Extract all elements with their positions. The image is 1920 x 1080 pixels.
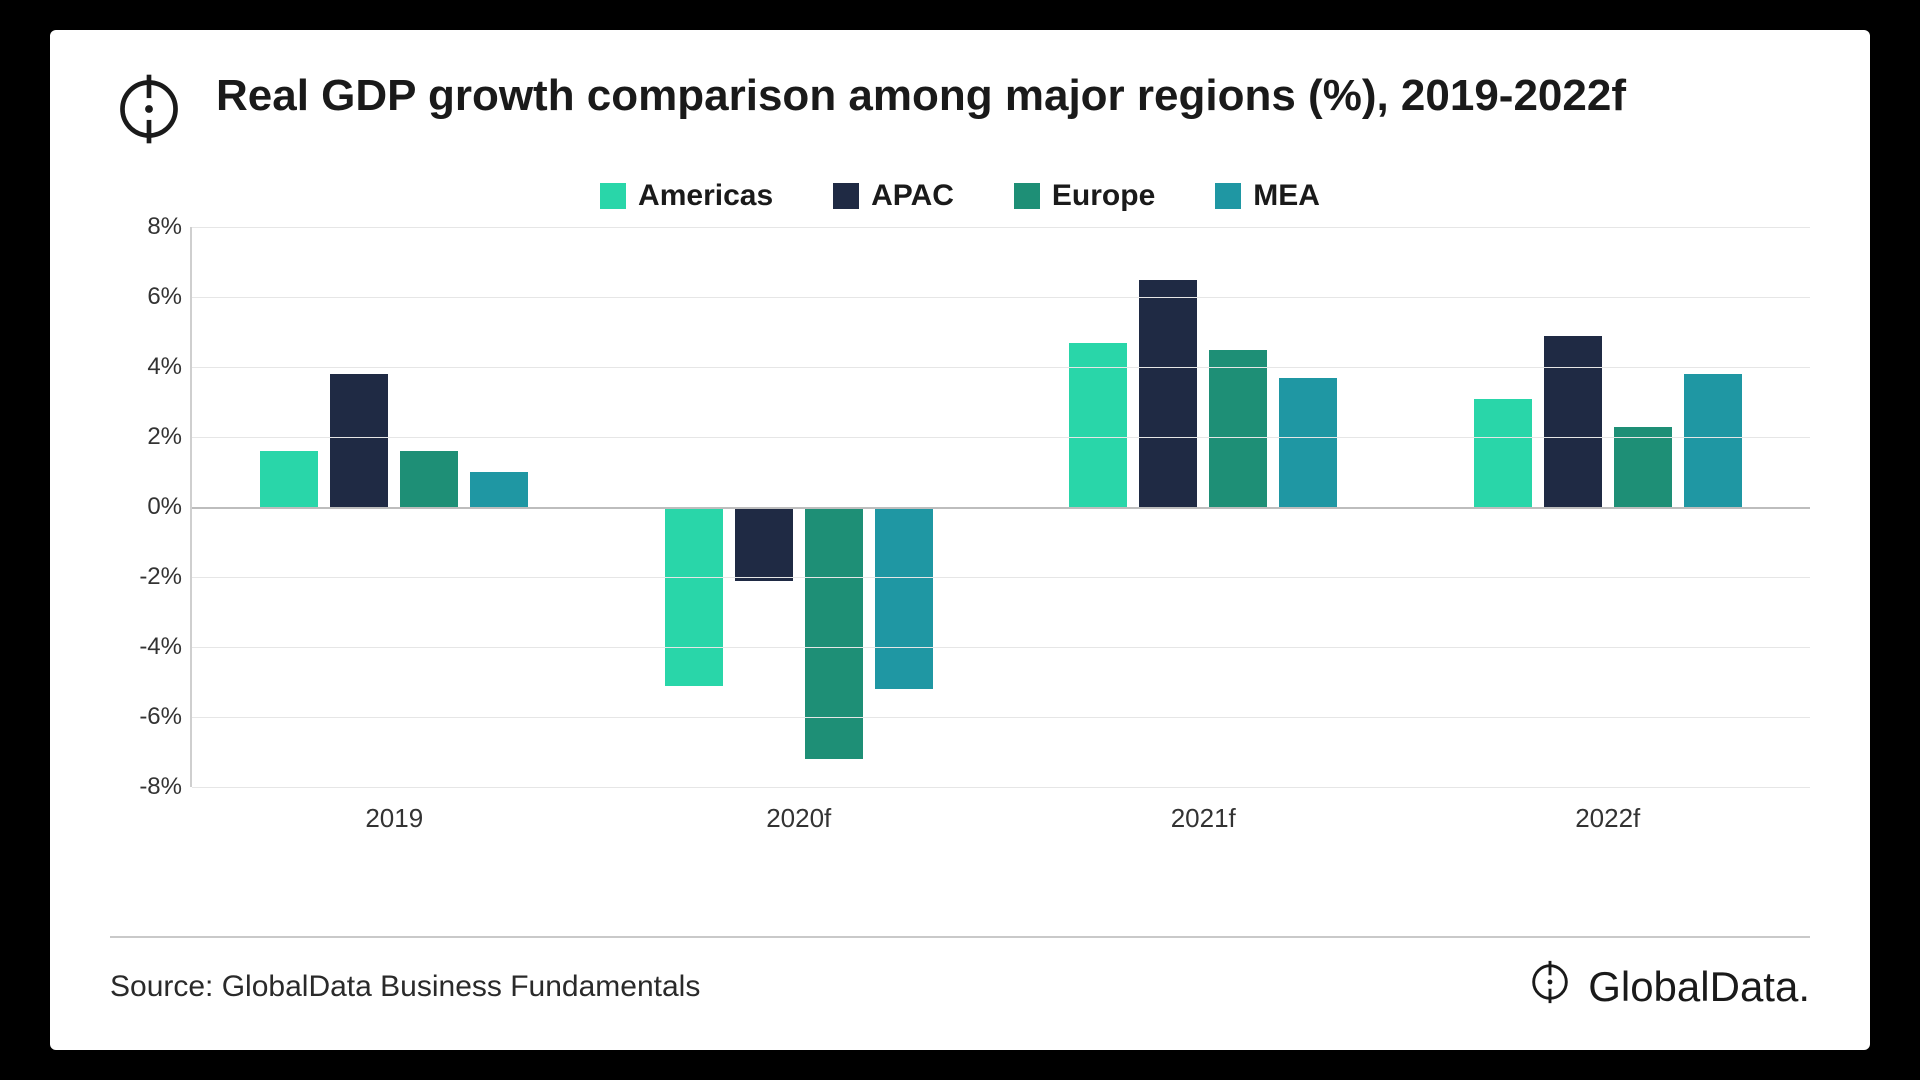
y-tick-label: -2% bbox=[120, 563, 182, 591]
bar bbox=[735, 507, 793, 581]
legend-swatch bbox=[833, 183, 859, 209]
gridline bbox=[192, 717, 1810, 718]
gridline bbox=[192, 787, 1810, 788]
header: Real GDP growth comparison among major r… bbox=[110, 70, 1810, 153]
x-tick-label: 2022f bbox=[1508, 803, 1708, 834]
legend-swatch bbox=[600, 183, 626, 209]
chart-title: Real GDP growth comparison among major r… bbox=[216, 70, 1626, 122]
chart-card: Real GDP growth comparison among major r… bbox=[50, 30, 1870, 1050]
bar bbox=[1474, 399, 1532, 508]
legend-swatch bbox=[1215, 183, 1241, 209]
x-tick-label: 2021f bbox=[1103, 803, 1303, 834]
legend-label: Americas bbox=[638, 179, 773, 213]
bar bbox=[805, 507, 863, 759]
bar bbox=[665, 507, 723, 686]
legend-label: APAC bbox=[871, 179, 954, 213]
gridline bbox=[192, 647, 1810, 648]
bar bbox=[1139, 280, 1197, 508]
gridline bbox=[192, 367, 1810, 368]
globaldata-logo-icon bbox=[110, 70, 188, 153]
bar bbox=[260, 451, 318, 507]
gridline bbox=[192, 577, 1810, 578]
gridline bbox=[192, 507, 1810, 509]
bar bbox=[400, 451, 458, 507]
bar bbox=[1279, 378, 1337, 508]
legend-item: Americas bbox=[600, 179, 773, 213]
bar bbox=[330, 374, 388, 507]
brand-name: GlobalData. bbox=[1588, 963, 1810, 1011]
bar bbox=[1544, 336, 1602, 508]
y-tick-label: -8% bbox=[120, 773, 182, 801]
legend-item: Europe bbox=[1014, 179, 1155, 213]
y-tick-label: 6% bbox=[120, 283, 182, 311]
y-tick-label: 2% bbox=[120, 423, 182, 451]
x-tick-label: 2019 bbox=[294, 803, 494, 834]
y-tick-label: 8% bbox=[120, 213, 182, 241]
source-text: Source: GlobalData Business Fundamentals bbox=[110, 970, 700, 1004]
legend: Americas APAC Europe MEA bbox=[110, 179, 1810, 213]
legend-item: APAC bbox=[833, 179, 954, 213]
footer: Source: GlobalData Business Fundamentals… bbox=[110, 936, 1810, 1016]
legend-swatch bbox=[1014, 183, 1040, 209]
y-tick-label: 4% bbox=[120, 353, 182, 381]
bar bbox=[875, 507, 933, 689]
legend-label: Europe bbox=[1052, 179, 1155, 213]
gridline bbox=[192, 437, 1810, 438]
y-tick-label: -4% bbox=[120, 633, 182, 661]
bar bbox=[1209, 350, 1267, 508]
bar bbox=[470, 472, 528, 507]
y-tick-label: -6% bbox=[120, 703, 182, 731]
globaldata-logo-icon bbox=[1526, 958, 1574, 1016]
brand-mark: GlobalData. bbox=[1526, 958, 1810, 1016]
legend-label: MEA bbox=[1253, 179, 1320, 213]
legend-item: MEA bbox=[1215, 179, 1320, 213]
y-tick-label: 0% bbox=[120, 493, 182, 521]
bar bbox=[1614, 427, 1672, 508]
x-tick-label: 2020f bbox=[699, 803, 899, 834]
plot-area: 20192020f2021f2022f -8%-6%-4%-2%0%2%4%6%… bbox=[190, 227, 1810, 787]
gridline bbox=[192, 227, 1810, 228]
gridline bbox=[192, 297, 1810, 298]
bar bbox=[1684, 374, 1742, 507]
